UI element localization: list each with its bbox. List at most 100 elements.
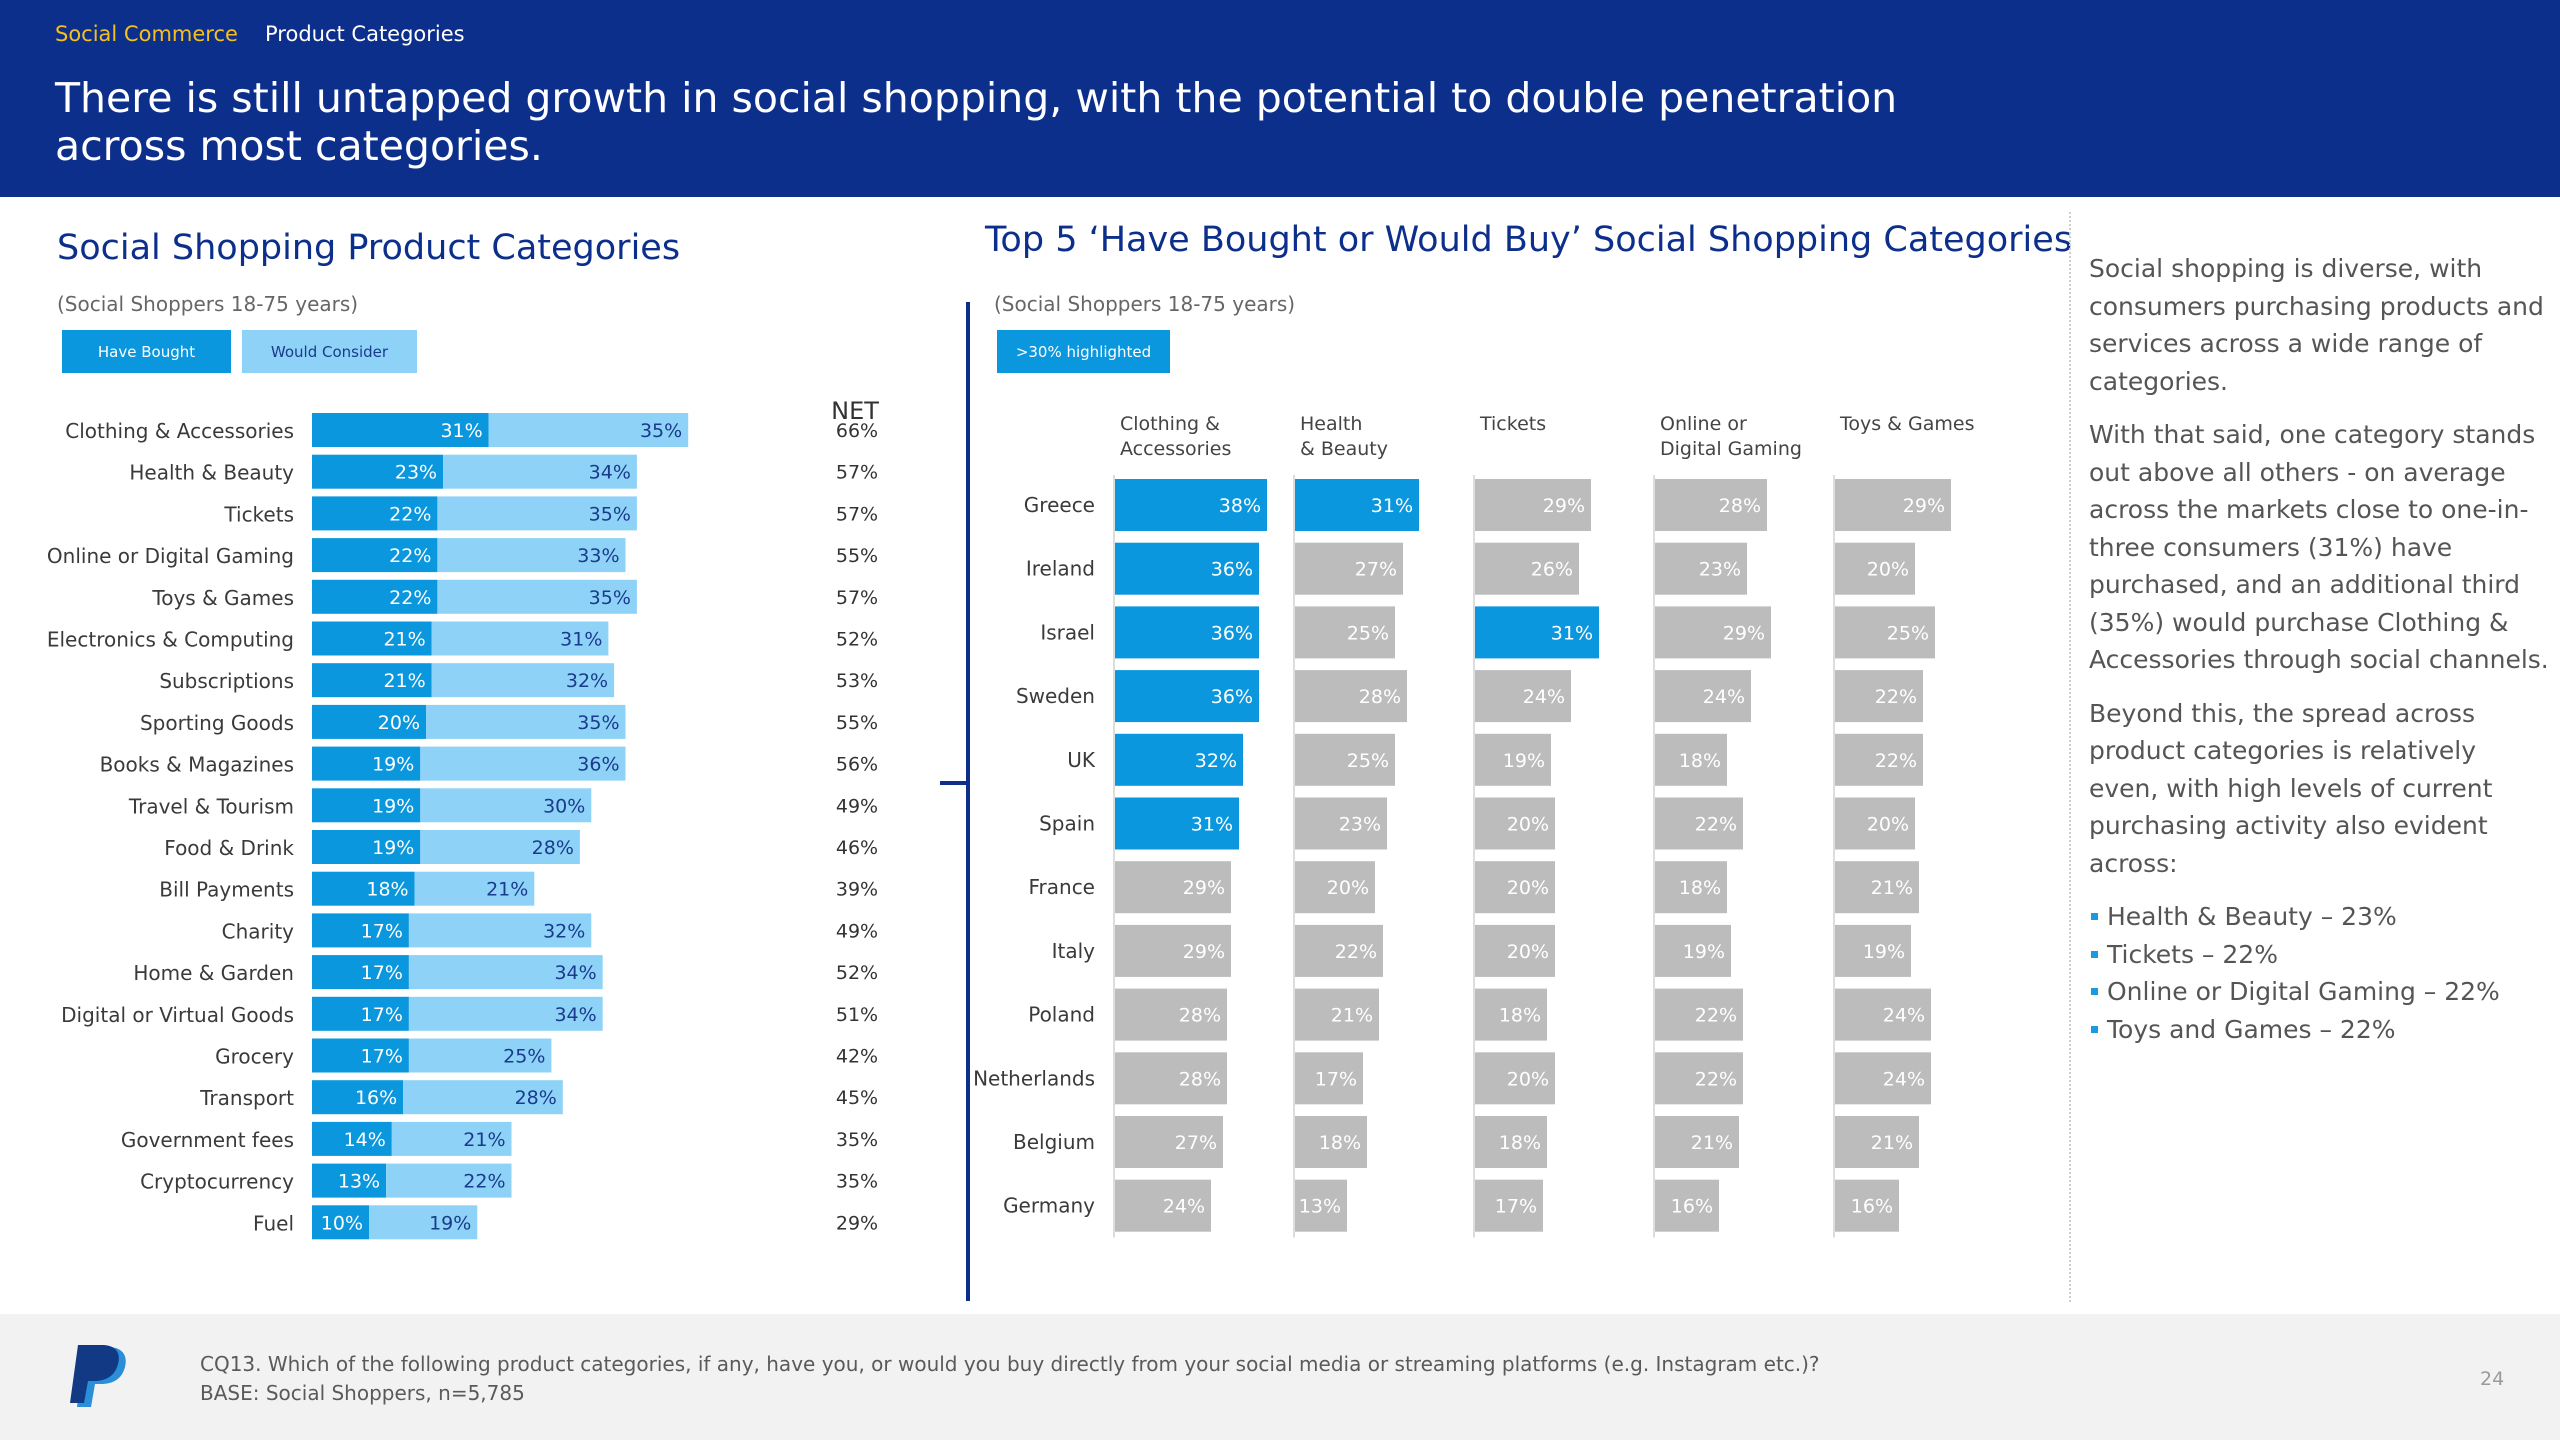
- country-label: Ireland: [1026, 557, 1095, 581]
- footnote-base: BASE: Social Shoppers, n=5,785: [200, 1381, 525, 1405]
- country-bar: [1835, 797, 1915, 850]
- country-bar-label: 28%: [1359, 686, 1401, 708]
- country-bar-label: 36%: [1211, 622, 1253, 644]
- paypal-logo-icon: [70, 1345, 126, 1407]
- data-label-would-consider: 35%: [589, 503, 631, 525]
- country-bar: [1115, 1052, 1227, 1105]
- country-bar: [1655, 861, 1727, 914]
- bar-have-bought: [312, 1205, 369, 1240]
- data-label-would-consider: 19%: [429, 1212, 471, 1234]
- net-value: 55%: [836, 545, 878, 567]
- data-label-would-consider: 35%: [640, 420, 682, 442]
- country-bar: [1835, 542, 1915, 595]
- data-label-have-bought: 17%: [361, 962, 403, 984]
- country-bar-label: 24%: [1883, 1068, 1925, 1090]
- data-label-have-bought: 19%: [372, 754, 414, 776]
- breadcrumb-product-categories[interactable]: Product Categories: [265, 22, 465, 46]
- data-label-have-bought: 17%: [361, 1046, 403, 1068]
- right-chart-title: Top 5 ‘Have Bought or Would Buy’ Social …: [985, 220, 2073, 260]
- country-bar-label: 19%: [1503, 750, 1545, 772]
- bar-would-consider: [408, 955, 603, 990]
- bar-have-bought: [312, 871, 415, 906]
- country-bar: [1475, 670, 1571, 723]
- country-bar-label: 22%: [1875, 750, 1917, 772]
- breadcrumb-social-commerce[interactable]: Social Commerce: [55, 22, 238, 46]
- bar-would-consider: [437, 496, 637, 531]
- country-bar: [1475, 542, 1579, 595]
- category-label: Cryptocurrency: [140, 1170, 294, 1194]
- country-bar-label: 21%: [1331, 1005, 1373, 1027]
- net-value: 29%: [836, 1212, 878, 1234]
- column-header-line-1: Health: [1300, 413, 1362, 435]
- country-bar-label: 17%: [1495, 1196, 1537, 1218]
- country-bar: [1835, 861, 1919, 914]
- country-bar: [1835, 670, 1923, 723]
- category-label: Food & Drink: [164, 836, 294, 860]
- category-label: Toys & Games: [151, 586, 294, 610]
- data-label-would-consider: 28%: [515, 1087, 557, 1109]
- country-bar-label: 29%: [1183, 941, 1225, 963]
- data-label-have-bought: 22%: [389, 503, 431, 525]
- country-bar-label: 29%: [1183, 877, 1225, 899]
- country-bar-label: 19%: [1863, 941, 1905, 963]
- country-bar-label: 28%: [1719, 495, 1761, 517]
- column-header-line-1: Clothing &: [1120, 413, 1220, 435]
- country-bar-label: 20%: [1507, 877, 1549, 899]
- data-label-would-consider: 35%: [589, 587, 631, 609]
- country-bar-label: 28%: [1179, 1068, 1221, 1090]
- country-label: Germany: [1003, 1194, 1095, 1218]
- country-bar-label: 18%: [1679, 750, 1721, 772]
- page-number: 24: [2480, 1368, 2505, 1390]
- country-bar: [1115, 733, 1243, 786]
- country-bar-label: 17%: [1315, 1068, 1357, 1090]
- country-bar: [1835, 479, 1951, 531]
- country-bar: [1295, 606, 1395, 659]
- net-column-header: NET: [831, 397, 879, 425]
- country-bar: [1295, 861, 1375, 914]
- page-headline: There is still untapped growth in social…: [55, 74, 1898, 170]
- bar-would-consider: [386, 1163, 512, 1198]
- country-bar-label: 18%: [1679, 877, 1721, 899]
- data-label-would-consider: 21%: [463, 1129, 505, 1151]
- bar-would-consider: [420, 746, 626, 781]
- country-bar-label: 20%: [1867, 814, 1909, 836]
- net-value: 55%: [836, 712, 878, 734]
- category-label: Subscriptions: [159, 669, 294, 693]
- country-bar-label: 31%: [1191, 814, 1233, 836]
- commentary-paragraph-3: Beyond this, the spread across product c…: [2089, 698, 2493, 878]
- country-bar: [1475, 988, 1547, 1041]
- data-label-have-bought: 19%: [372, 795, 414, 817]
- country-bar: [1295, 988, 1379, 1041]
- country-bar-label: 29%: [1723, 622, 1765, 644]
- data-label-have-bought: 21%: [383, 629, 425, 651]
- data-label-have-bought: 13%: [338, 1171, 380, 1193]
- bar-have-bought: [312, 579, 438, 614]
- country-bar-label: 13%: [1299, 1196, 1341, 1218]
- country-bar: [1295, 1116, 1367, 1168]
- country-bar: [1295, 542, 1403, 595]
- country-label: Poland: [1028, 1003, 1095, 1027]
- country-bar-label: 21%: [1871, 877, 1913, 899]
- category-label: Fuel: [253, 1211, 294, 1235]
- data-label-have-bought: 18%: [366, 879, 408, 901]
- country-bar-label: 38%: [1219, 495, 1261, 517]
- net-value: 51%: [836, 1004, 878, 1026]
- bar-would-consider: [408, 913, 592, 948]
- net-value: 39%: [836, 879, 878, 901]
- bar-would-consider: [408, 1038, 552, 1073]
- data-label-would-consider: 32%: [543, 920, 585, 942]
- category-label: Sporting Goods: [140, 711, 294, 735]
- column-header-line-1: Tickets: [1479, 413, 1546, 435]
- country-bar-label: 18%: [1319, 1132, 1361, 1154]
- country-bar-label: 22%: [1875, 686, 1917, 708]
- country-label: Netherlands: [975, 1066, 1095, 1090]
- country-bar: [1475, 1052, 1555, 1105]
- country-bar-label: 26%: [1531, 559, 1573, 581]
- country-bar-label: 18%: [1499, 1132, 1541, 1154]
- panel-divider-tick: [940, 781, 968, 785]
- data-label-would-consider: 34%: [554, 1004, 596, 1026]
- net-value: 57%: [836, 503, 878, 525]
- country-bar: [1655, 542, 1747, 595]
- data-label-have-bought: 16%: [355, 1087, 397, 1109]
- category-label: Travel & Tourism: [128, 794, 294, 818]
